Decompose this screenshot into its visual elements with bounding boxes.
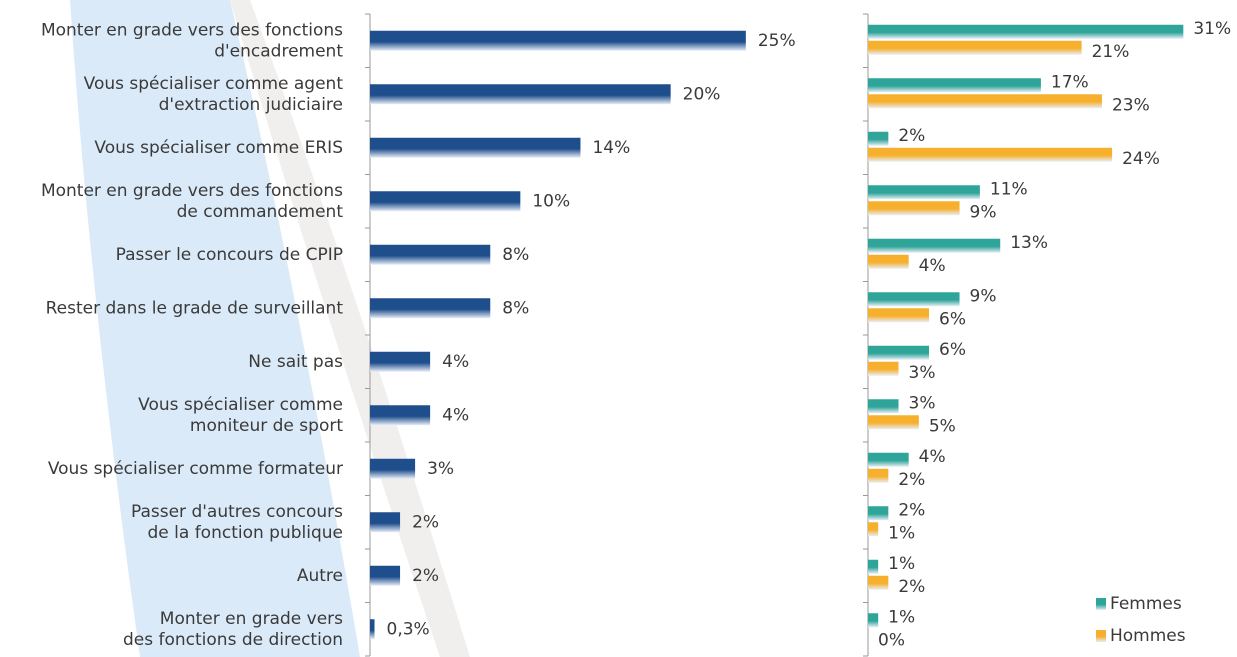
value-label: 2% (898, 470, 925, 490)
value-label: 17% (1051, 72, 1089, 92)
value-label: 21% (1092, 42, 1130, 62)
bar (868, 255, 909, 269)
value-label: 1% (888, 607, 915, 627)
category-label: de commandement (177, 202, 344, 222)
value-label: 2% (898, 500, 925, 520)
value-label: 23% (1112, 95, 1150, 115)
value-label: 13% (1010, 233, 1048, 253)
value-label: 5% (929, 416, 956, 436)
bar (370, 566, 400, 586)
value-label: 10% (532, 191, 570, 211)
bar (370, 512, 400, 532)
bar (868, 132, 888, 146)
value-label: 25% (758, 31, 796, 51)
category-label: Monter en grade vers des fonctions (41, 181, 343, 201)
category-label: de la fonction publique (148, 523, 344, 543)
value-label: 0% (878, 630, 905, 650)
category-label: moniteur de sport (190, 416, 343, 436)
value-label: 2% (412, 566, 439, 586)
value-label: 2% (898, 577, 925, 597)
category-label: Vous spécialiser comme ERIS (94, 138, 343, 158)
category-label: d'extraction judiciaire (159, 95, 343, 115)
bar (370, 619, 375, 639)
category-label: Monter en grade vers (160, 609, 343, 629)
value-label: 20% (683, 84, 721, 104)
legend-swatch (1096, 598, 1106, 610)
legend-label: Hommes (1110, 626, 1186, 646)
category-label: Autre (297, 566, 343, 586)
value-label: 1% (888, 523, 915, 543)
bar (868, 78, 1041, 92)
bar (868, 25, 1183, 39)
bar (868, 41, 1082, 55)
bar (370, 459, 415, 479)
value-label: 8% (502, 298, 529, 318)
value-label: 4% (919, 447, 946, 467)
value-label: 31% (1193, 19, 1231, 39)
bar (868, 469, 888, 483)
bar (868, 560, 878, 574)
category-label: Rester dans le grade de surveillant (46, 298, 344, 318)
bar (868, 415, 919, 429)
bar (868, 362, 899, 376)
value-label: 8% (502, 245, 529, 265)
bar (370, 84, 671, 104)
value-label: 3% (909, 393, 936, 413)
bar (868, 613, 878, 627)
bar (370, 352, 430, 372)
category-label: Ne sait pas (248, 352, 343, 372)
category-label: Passer d'autres concours (131, 502, 343, 522)
value-label: 9% (970, 202, 997, 222)
legend-label: Femmes (1110, 594, 1182, 614)
bar (868, 94, 1102, 108)
value-label: 2% (412, 512, 439, 532)
bar (868, 506, 888, 520)
value-label: 6% (939, 309, 966, 329)
bar (868, 201, 960, 215)
bar (370, 138, 580, 158)
bar (370, 31, 746, 51)
legend-swatch (1096, 630, 1106, 642)
bar (370, 405, 430, 425)
chart: Monter en grade vers des fonctionsd'enca… (0, 0, 1237, 657)
bar (868, 308, 929, 322)
bar (868, 453, 909, 467)
value-label: 11% (990, 179, 1028, 199)
bar (868, 292, 960, 306)
bar (868, 148, 1112, 162)
value-label: 4% (919, 256, 946, 276)
category-label: Vous spécialiser comme formateur (48, 459, 343, 479)
category-label: Passer le concours de CPIP (116, 245, 343, 265)
value-label: 14% (592, 138, 630, 158)
value-label: 4% (442, 352, 469, 372)
value-label: 0,3% (387, 619, 430, 639)
category-label: Vous spécialiser comme (138, 395, 343, 415)
bar (370, 245, 490, 265)
bar (868, 239, 1000, 253)
value-label: 1% (888, 554, 915, 574)
value-label: 4% (442, 405, 469, 425)
value-label: 24% (1122, 149, 1160, 169)
category-label: Monter en grade vers des fonctions (41, 20, 343, 40)
category-label: d'encadrement (214, 41, 343, 61)
bar (370, 298, 490, 318)
value-label: 2% (898, 126, 925, 146)
value-label: 6% (939, 340, 966, 360)
value-label: 9% (970, 286, 997, 306)
bar (868, 346, 929, 360)
bar (868, 185, 980, 199)
bar (370, 191, 520, 211)
category-label: Vous spécialiser comme agent (84, 74, 344, 94)
category-label: des fonctions de direction (123, 630, 343, 650)
bar (868, 576, 888, 590)
value-label: 3% (427, 459, 454, 479)
bar (868, 522, 878, 536)
bar (868, 399, 899, 413)
value-label: 3% (909, 363, 936, 383)
